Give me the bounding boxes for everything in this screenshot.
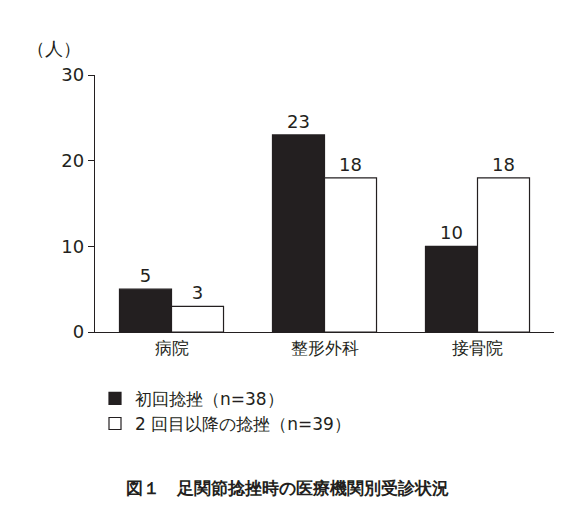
svg-text:病院: 病院 xyxy=(155,338,189,358)
svg-text:2 回目以降の捻挫（n=39）: 2 回目以降の捻挫（n=39） xyxy=(135,414,351,434)
svg-text:図１ 足関節捻挫時の医療機関別受診状況: 図１ 足関節捻挫時の医療機関別受診状況 xyxy=(126,478,449,498)
svg-text:23: 23 xyxy=(287,111,310,132)
svg-text:10: 10 xyxy=(440,222,463,243)
svg-text:5: 5 xyxy=(140,265,151,286)
svg-text:30: 30 xyxy=(61,64,84,85)
svg-text:（人）: （人） xyxy=(27,38,81,59)
svg-text:0: 0 xyxy=(73,321,84,342)
svg-text:18: 18 xyxy=(492,154,515,175)
svg-text:整形外科: 整形外科 xyxy=(291,338,359,358)
svg-text:10: 10 xyxy=(61,236,84,257)
svg-text:18: 18 xyxy=(339,154,362,175)
svg-text:接骨院: 接骨院 xyxy=(452,338,503,358)
svg-text:20: 20 xyxy=(61,150,84,171)
svg-text:初回捻挫（n=38）: 初回捻挫（n=38） xyxy=(135,389,284,409)
svg-text:3: 3 xyxy=(192,282,203,303)
